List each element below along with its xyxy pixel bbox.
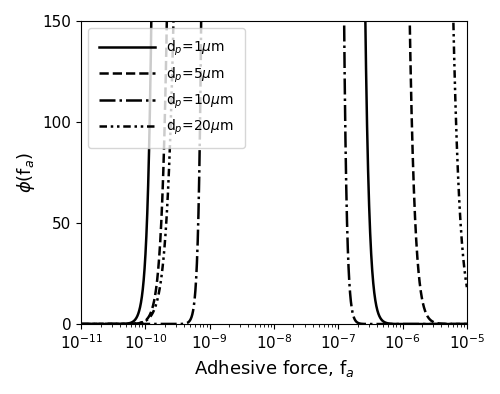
- d$_{p}$=1$\mu$m: [78, 322, 84, 326]
- X-axis label: Adhesive force, f$_{a}$: Adhesive force, f$_{a}$: [194, 358, 354, 379]
- d$_{p}$=5$\mu$m: [415, 262, 421, 266]
- d$_{p}$=10$\mu$m: [464, 322, 470, 326]
- Line: d$_{p}$=1$\mu$m: d$_{p}$=1$\mu$m: [81, 0, 467, 324]
- d$_{p}$=1$\mu$m: [464, 322, 470, 326]
- Line: d$_{p}$=10$\mu$m: d$_{p}$=10$\mu$m: [81, 0, 467, 324]
- d$_{p}$=1$\mu$m: [145, 187, 151, 192]
- Line: d$_{p}$=5$\mu$m: d$_{p}$=5$\mu$m: [81, 0, 467, 324]
- d$_{p}$=1$\mu$m: [122, 322, 128, 326]
- d$_{p}$=10$\mu$m: [78, 322, 84, 326]
- d$_{p}$=10$\mu$m: [456, 322, 462, 326]
- d$_{p}$=5$\mu$m: [145, 316, 151, 320]
- d$_{p}$=20$\mu$m: [456, 201, 462, 206]
- d$_{p}$=10$\mu$m: [122, 322, 128, 326]
- d$_{p}$=5$\mu$m: [456, 322, 462, 326]
- d$_{p}$=20$\mu$m: [122, 322, 128, 326]
- d$_{p}$=5$\mu$m: [122, 322, 128, 326]
- Legend: d$_{p}$=1$\mu$m, d$_{p}$=5$\mu$m, d$_{p}$=10$\mu$m, d$_{p}$=20$\mu$m: d$_{p}$=1$\mu$m, d$_{p}$=5$\mu$m, d$_{p}…: [88, 28, 245, 148]
- d$_{p}$=5$\mu$m: [78, 322, 84, 326]
- d$_{p}$=10$\mu$m: [415, 322, 421, 326]
- d$_{p}$=5$\mu$m: [464, 322, 470, 326]
- d$_{p}$=20$\mu$m: [78, 322, 84, 326]
- d$_{p}$=1$\mu$m: [456, 322, 462, 326]
- d$_{p}$=20$\mu$m: [464, 285, 470, 290]
- d$_{p}$=10$\mu$m: [145, 322, 151, 326]
- Line: d$_{p}$=20$\mu$m: d$_{p}$=20$\mu$m: [81, 0, 467, 324]
- d$_{p}$=20$\mu$m: [145, 317, 151, 322]
- d$_{p}$=1$\mu$m: [415, 322, 421, 326]
- Y-axis label: $\phi$(f$_{a}$): $\phi$(f$_{a}$): [15, 152, 37, 193]
